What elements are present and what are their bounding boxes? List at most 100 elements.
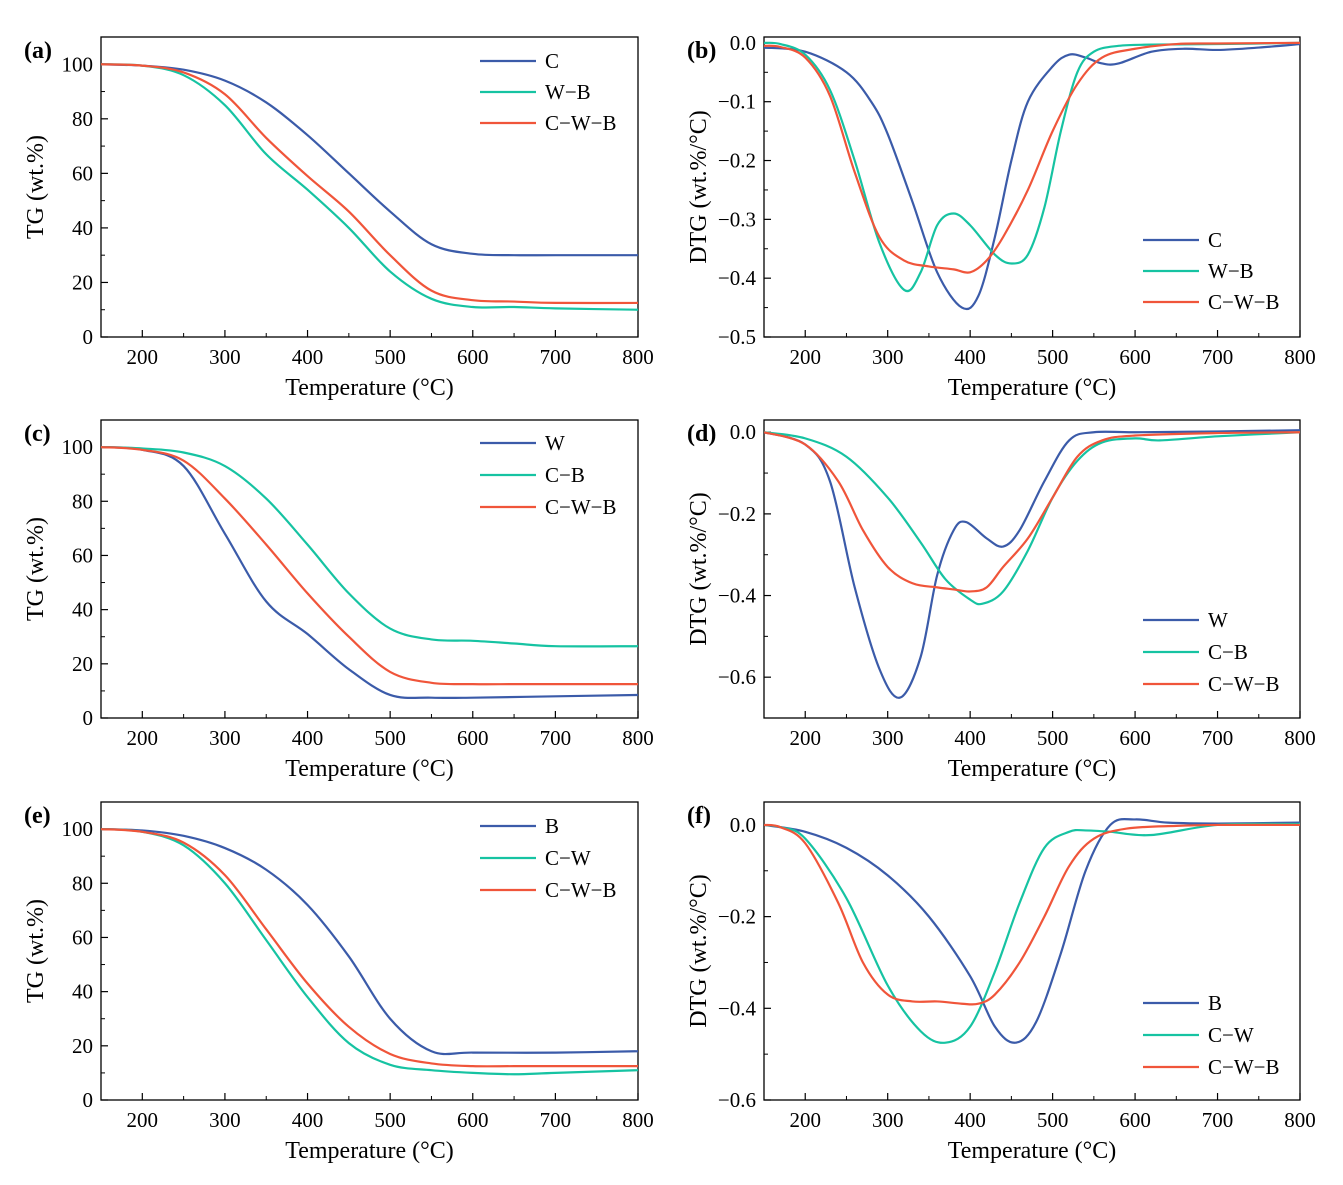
series-group — [764, 429, 1300, 699]
x-tick-label: 700 — [1202, 726, 1234, 750]
series-group — [101, 827, 638, 1076]
y-tick-label: 80 — [72, 489, 93, 513]
y-axis-title: TG (wt.%) — [23, 899, 49, 1003]
y-tick-label: 0.0 — [730, 420, 756, 444]
series-line-C−W−B — [764, 41, 1300, 274]
x-axis-title: Temperature (°C) — [948, 375, 1117, 401]
series-line-W — [101, 445, 638, 700]
x-axis-title: Temperature (°C) — [285, 1138, 454, 1164]
legend-label: W−B — [545, 80, 591, 104]
x-axis-title: Temperature (°C) — [285, 375, 454, 401]
x-tick-label: 400 — [292, 1108, 324, 1132]
y-tick-label: 40 — [72, 980, 93, 1004]
x-tick-label: 500 — [374, 345, 406, 369]
x-tick-label: 700 — [540, 1108, 572, 1132]
x-tick-label: 200 — [789, 345, 821, 369]
x-tick-label: 700 — [540, 345, 572, 369]
y-tick-label: 60 — [72, 543, 93, 567]
legend-label: C−B — [545, 463, 585, 487]
series-group — [101, 63, 638, 311]
y-tick-label: 60 — [72, 161, 93, 185]
x-tick-label: 500 — [374, 1108, 406, 1132]
y-tick-label: 0.0 — [730, 31, 756, 55]
series-line-B — [764, 817, 1300, 1044]
x-tick-label: 300 — [872, 1108, 904, 1132]
y-tick-label: 100 — [62, 52, 94, 76]
legend-label: C−W−B — [545, 878, 617, 902]
series-line-C — [101, 63, 638, 257]
x-axis-title: Temperature (°C) — [285, 756, 454, 782]
plot-frame — [100, 36, 639, 338]
panel-label: (e) — [24, 803, 51, 829]
y-axis-title: DTG (wt.%/°C) — [686, 110, 712, 264]
y-tick-label: 0 — [83, 1088, 94, 1112]
y-tick-label: −0.4 — [718, 584, 757, 608]
y-tick-label: 40 — [72, 216, 93, 240]
series-line-C — [764, 42, 1300, 311]
legend-label: C — [1208, 228, 1222, 252]
y-axis-title: DTG (wt.%/°C) — [686, 874, 712, 1028]
y-tick-label: 100 — [62, 817, 94, 841]
x-tick-label: 800 — [622, 726, 654, 750]
plot-frame — [100, 801, 639, 1101]
x-tick-label: 200 — [127, 345, 159, 369]
y-tick-label: 60 — [72, 925, 93, 949]
legend: B C−W C−W−B — [480, 814, 617, 902]
x-tick-label: 600 — [457, 726, 489, 750]
plot-frame — [763, 419, 1301, 719]
y-tick-label: −0.6 — [718, 1088, 756, 1112]
x-tick-label: 800 — [1284, 726, 1316, 750]
x-tick-label: 400 — [292, 345, 324, 369]
y-axis-title: TG (wt.%) — [23, 135, 49, 239]
legend-label: W — [1208, 608, 1228, 632]
x-tick-label: 400 — [954, 726, 986, 750]
x-tick-label: 200 — [127, 1108, 159, 1132]
panel-label: (c) — [24, 421, 51, 447]
y-tick-label: 0 — [83, 706, 94, 730]
series-line-C−W−B — [101, 63, 638, 305]
legend-label: C−B — [1208, 640, 1248, 664]
series-group — [101, 445, 638, 700]
legend-label: C−W−B — [1208, 672, 1280, 696]
legend-label: W−B — [1208, 259, 1254, 283]
y-tick-label: −0.2 — [718, 149, 756, 173]
legend-label: B — [545, 814, 559, 838]
x-tick-label: 500 — [1037, 345, 1069, 369]
x-tick-label: 400 — [954, 1108, 986, 1132]
legend: C W−B C−W−B — [480, 49, 617, 135]
series-line-C−W−B — [764, 823, 1300, 1006]
series-line-B — [101, 827, 638, 1056]
x-axis-title: Temperature (°C) — [948, 756, 1117, 782]
series-line-C−W−B — [101, 445, 638, 686]
legend-label: B — [1208, 991, 1222, 1015]
series-line-W — [764, 429, 1300, 699]
series-line-C−B — [101, 445, 638, 648]
x-tick-label: 800 — [622, 1108, 654, 1132]
x-tick-label: 300 — [209, 1108, 241, 1132]
panel-label: (f) — [687, 803, 711, 829]
legend-label: C−W−B — [545, 495, 617, 519]
series-group — [764, 41, 1300, 311]
panel-label: (a) — [24, 38, 52, 64]
x-tick-label: 800 — [1284, 345, 1316, 369]
y-tick-label: −0.2 — [718, 502, 756, 526]
x-tick-label: 300 — [872, 726, 904, 750]
x-tick-label: 600 — [1119, 1108, 1151, 1132]
legend-label: C−W−B — [1208, 290, 1280, 314]
series-line-W−B — [101, 63, 638, 311]
series-group — [764, 817, 1300, 1044]
plot-frame — [100, 419, 639, 719]
x-tick-label: 600 — [1119, 726, 1151, 750]
x-tick-label: 300 — [872, 345, 904, 369]
x-tick-label: 700 — [540, 726, 572, 750]
legend: W C−B C−W−B — [1143, 608, 1280, 696]
panel-b: 200 300 400 500 600 700 800 −0.5 −0.4 −0.3 −0.2 −0.… — [686, 31, 1316, 401]
y-tick-label: −0.3 — [718, 207, 756, 231]
x-tick-label: 700 — [1202, 1108, 1234, 1132]
series-line-C−W — [101, 827, 638, 1076]
y-tick-label: 0 — [83, 325, 94, 349]
legend-label: W — [545, 431, 565, 455]
legend: B C−W C−W−B — [1143, 991, 1280, 1079]
